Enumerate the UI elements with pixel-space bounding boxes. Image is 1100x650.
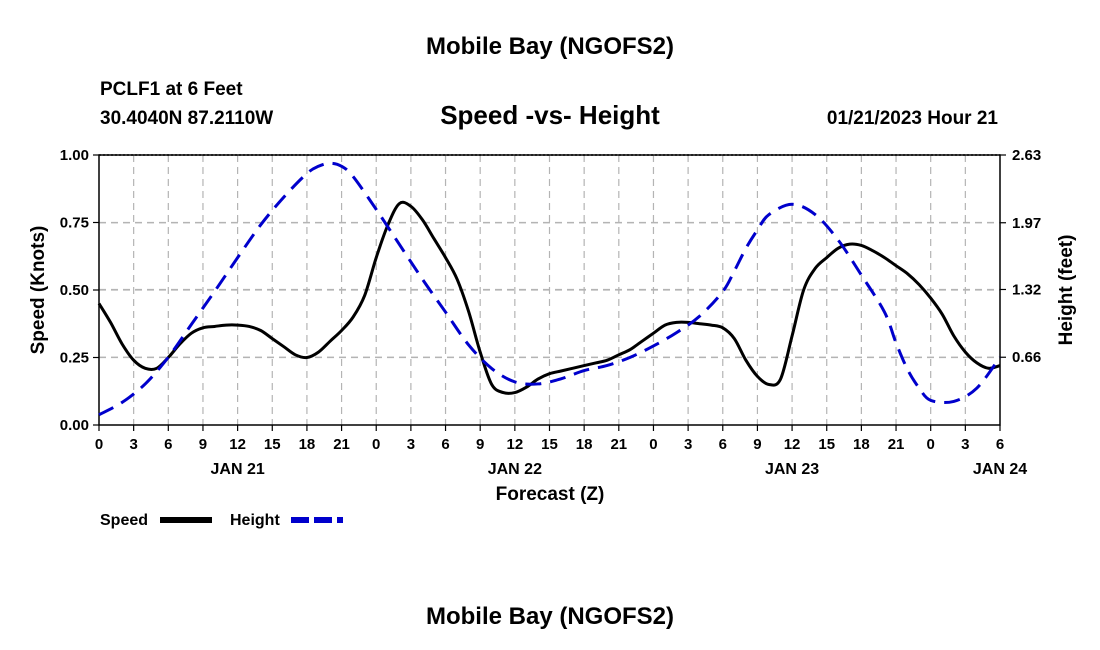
x-tick-label: 9 bbox=[476, 436, 484, 453]
y-left-tick-label: 0.75 bbox=[60, 215, 89, 232]
x-date-label: JAN 22 bbox=[488, 461, 542, 478]
x-tick-label: 15 bbox=[541, 436, 558, 453]
x-tick-label: 0 bbox=[649, 436, 657, 453]
y-axis-right-label: Height (feet) bbox=[1056, 235, 1077, 346]
x-tick-label: 12 bbox=[784, 436, 801, 453]
x-tick-label: 6 bbox=[441, 436, 449, 453]
page-title: Mobile Bay (NGOFS2) bbox=[426, 33, 674, 60]
x-tick-label: 18 bbox=[299, 436, 316, 453]
height-series-line bbox=[98, 161, 1002, 417]
x-tick-label: 21 bbox=[888, 436, 905, 453]
x-axis-label: Forecast (Z) bbox=[496, 484, 605, 505]
x-tick-label: 9 bbox=[199, 436, 207, 453]
x-tick-label: 21 bbox=[333, 436, 350, 453]
x-tick-label: 3 bbox=[407, 436, 415, 453]
x-tick-label: 0 bbox=[927, 436, 935, 453]
speed-series-line bbox=[97, 200, 1001, 395]
x-tick-label: 6 bbox=[719, 436, 727, 453]
x-tick-label: 3 bbox=[961, 436, 969, 453]
y-axis-left-label: Speed (Knots) bbox=[28, 226, 49, 355]
y-right-tick-label: 1.32 bbox=[1012, 281, 1041, 298]
station-label: PCLF1 at 6 Feet bbox=[100, 79, 243, 100]
x-tick-label: 9 bbox=[753, 436, 761, 453]
y-left-tick-label: 0.25 bbox=[60, 350, 89, 367]
x-tick-label: 3 bbox=[129, 436, 137, 453]
x-tick-label: 15 bbox=[818, 436, 835, 453]
grid bbox=[99, 155, 1000, 425]
y-left-tick-label: 0.50 bbox=[60, 282, 89, 299]
x-tick-label: 12 bbox=[229, 436, 246, 453]
x-date-label: JAN 24 bbox=[973, 461, 1027, 478]
x-tick-label: 0 bbox=[372, 436, 380, 453]
x-tick-label: 15 bbox=[264, 436, 281, 453]
footer-title: Mobile Bay (NGOFS2) bbox=[426, 603, 674, 630]
legend-height-label: Height bbox=[230, 512, 280, 529]
x-tick-label: 6 bbox=[996, 436, 1004, 453]
x-tick-label: 12 bbox=[507, 436, 524, 453]
x-tick-label: 18 bbox=[853, 436, 870, 453]
x-tick-label: 0 bbox=[95, 436, 103, 453]
datetime-label: 01/21/2023 Hour 21 bbox=[827, 108, 999, 129]
x-tick-label: 21 bbox=[610, 436, 627, 453]
x-tick-label: 3 bbox=[684, 436, 692, 453]
axis-ticks: 0 3 6 9 12 15 18 21 0 3 6 9 12 15 18 21 0 3 6 9 12 15 18 21 0 3 6 J… bbox=[60, 147, 1041, 478]
y-right-tick-label: 1.97 bbox=[1012, 215, 1041, 232]
x-date-label: JAN 23 bbox=[765, 461, 819, 478]
x-date-label: JAN 21 bbox=[210, 461, 264, 478]
x-tick-label: 18 bbox=[576, 436, 593, 453]
y-left-tick-label: 0.00 bbox=[60, 417, 89, 434]
y-left-tick-label: 1.00 bbox=[60, 147, 89, 164]
y-right-tick-label: 2.63 bbox=[1012, 147, 1041, 164]
chart-title: Speed -vs- Height bbox=[440, 100, 660, 130]
coords-label: 30.4040N 87.2110W bbox=[100, 108, 273, 129]
x-tick-label: 6 bbox=[164, 436, 172, 453]
legend-speed-label: Speed bbox=[100, 512, 148, 529]
y-right-tick-label: 0.66 bbox=[1012, 349, 1041, 366]
